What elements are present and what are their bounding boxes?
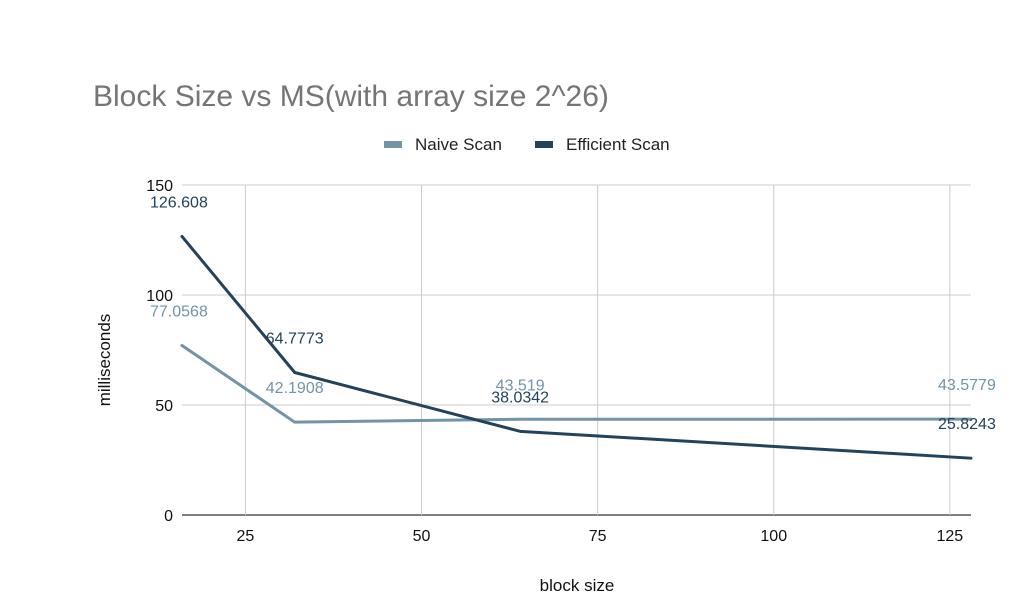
y-tick-label: 0 bbox=[164, 508, 173, 525]
y-tick-label: 150 bbox=[146, 178, 173, 195]
data-labels: 77.0568 42.1908 43.519 43.5779 126.608 64.777… bbox=[150, 194, 996, 433]
x-tick-label: 75 bbox=[589, 528, 607, 545]
data-label-efficient-scan: 64.7773 bbox=[266, 330, 324, 347]
x-tick-label: 125 bbox=[937, 528, 964, 545]
data-label-naive-scan: 42.1908 bbox=[266, 380, 324, 397]
x-axis-label: block size bbox=[540, 576, 615, 595]
legend: Naive Scan Efficient Scan bbox=[384, 135, 670, 154]
x-tick-label: 50 bbox=[413, 528, 431, 545]
x-tick-label: 25 bbox=[237, 528, 255, 545]
legend-swatch-naive-scan bbox=[384, 141, 402, 148]
y-axis-ticks: 0 50 100 150 bbox=[146, 178, 173, 525]
legend-label-naive-scan: Naive Scan bbox=[415, 135, 502, 154]
data-label-efficient-scan: 38.0342 bbox=[491, 389, 549, 406]
series-lines bbox=[180, 234, 973, 460]
data-label-naive-scan: 43.519 bbox=[496, 377, 545, 394]
data-label-naive-scan: 77.0568 bbox=[150, 303, 208, 320]
data-label-naive-scan: 43.5779 bbox=[938, 377, 996, 394]
data-label-efficient-scan: 25.8243 bbox=[938, 416, 996, 433]
data-label-efficient-scan: 126.608 bbox=[150, 194, 208, 211]
grid bbox=[182, 184, 971, 516]
series-line-naive-scan bbox=[180, 343, 973, 424]
chart-title: Block Size vs MS(with array size 2^26) bbox=[93, 80, 609, 113]
x-tick-label: 100 bbox=[760, 528, 787, 545]
series-line-efficient-scan bbox=[180, 234, 973, 460]
legend-label-efficient-scan: Efficient Scan bbox=[566, 135, 670, 154]
y-tick-label: 50 bbox=[155, 398, 173, 415]
legend-swatch-efficient-scan bbox=[535, 141, 553, 148]
y-axis-label: milliseconds bbox=[95, 314, 114, 407]
y-tick-label: 100 bbox=[146, 288, 173, 305]
x-axis-ticks: 25 50 75 100 125 bbox=[237, 528, 964, 545]
